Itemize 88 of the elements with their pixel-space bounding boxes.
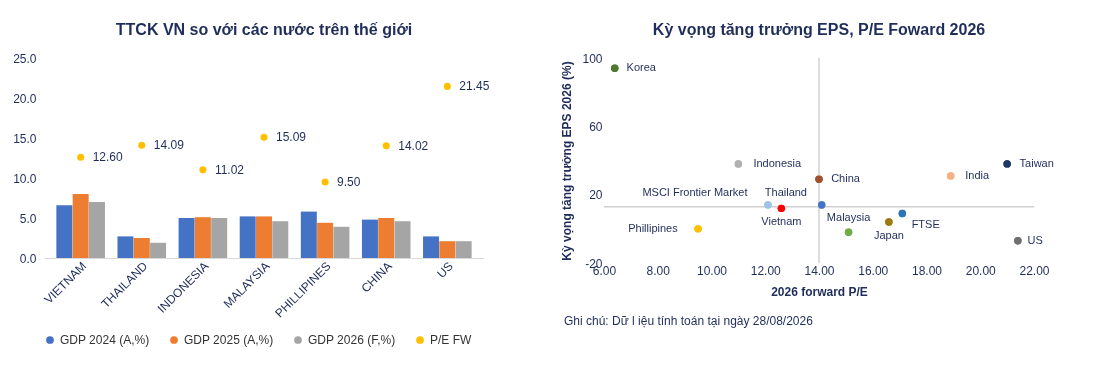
y-tick-label: 25.0 [13,51,37,66]
point [199,166,207,174]
annotation: China [831,172,861,185]
point [844,228,853,236]
bar [211,218,228,258]
point [611,64,619,72]
x-axis-title: 2026 forward P/E [771,284,868,299]
point [946,172,955,180]
data-label: 14.02 [398,138,429,153]
annotation: India [965,168,990,181]
text: Ghi chú: Dữ l iệu tính toán tại ngày 28/08/2026 [564,314,814,328]
bar [72,194,89,258]
bar [117,236,134,258]
point [443,82,451,90]
data-label: 15.09 [276,130,307,145]
bar [88,202,105,258]
y-tick-label: 20.0 [13,91,37,106]
bar [394,221,411,258]
point [1003,160,1011,168]
point [734,160,743,168]
bar [56,205,73,258]
annotation: US [1027,233,1043,246]
bar [333,226,350,258]
point [138,141,146,149]
legend-label: P/E FW [430,333,473,347]
x-tick-label: 16.00 [858,263,889,278]
annotation: Taiwan [1019,156,1054,169]
bar [423,236,440,258]
point [764,201,772,209]
data-label: 11.02 [214,162,245,177]
legend-label: GDP 2025 (A,%) [184,333,274,347]
y-axis-title: Kỳ vọng tăng trưởng EPS 2026 (%) [560,61,575,261]
point [260,133,268,141]
y-tick-label: 15.0 [13,131,37,146]
point [694,225,702,233]
bar [455,241,472,258]
data-label: 21.45 [459,79,490,94]
x-tick-label: 18.00 [911,263,943,278]
data-label: 14.09 [153,138,185,153]
point [77,153,85,161]
annotation: Phillipines [628,221,679,234]
annotation: Japan [873,229,904,241]
x-tick-label: 12.00 [750,263,782,278]
x-tick-label: 22.00 [1019,263,1050,278]
bar [133,238,150,258]
point [817,201,826,209]
bar [439,241,456,258]
bar [272,221,289,258]
bar [150,242,167,258]
legend-label: GDP 2026 (F,%) [308,333,396,347]
bar [378,218,395,258]
data-label: 9.50 [337,175,361,189]
x-tick-label: 20.00 [965,263,997,278]
annotation: Korea [626,61,657,74]
x-tick-label: 10.00 [696,263,728,278]
bar [361,219,378,258]
y-tick-label: 0.0 [19,251,37,266]
bar [300,211,317,258]
y-tick-label: 10.0 [13,171,37,186]
bar [256,216,272,258]
point [885,218,893,226]
point [898,209,907,218]
point [382,142,390,150]
annotation: Indonesia [753,156,802,169]
point [321,178,329,186]
y-tick-label: 20 [589,188,603,203]
annotation: Malaysia [826,211,872,224]
annotation: FTSE [911,218,940,231]
point [1014,237,1022,245]
x-tick-label: US [434,259,456,281]
legend-label: GDP 2024 (A,%) [60,333,150,347]
y-tick-label: 100 [582,51,603,66]
bar [317,222,334,258]
point [777,204,786,213]
annotation: MSCI Frontier Market [642,185,748,198]
bar [239,216,256,258]
annotation: Vietnam [761,215,802,228]
x-tick-label: 14.00 [804,263,835,278]
chart-title: TTCK VN so với các nước trên thế giới [115,21,413,38]
annotation: Thailand [764,185,807,198]
chart-title: Kỳ vọng tăng trưởng EPS, P/E Foward 2026 [652,21,986,38]
y-tick-label: 60 [589,119,603,134]
y-tick-label: 5.0 [19,211,37,226]
data-label: 12.60 [92,150,124,165]
bar [194,217,211,258]
point [815,175,823,183]
x-tick-label: 8.00 [646,263,671,278]
bar [178,218,195,258]
